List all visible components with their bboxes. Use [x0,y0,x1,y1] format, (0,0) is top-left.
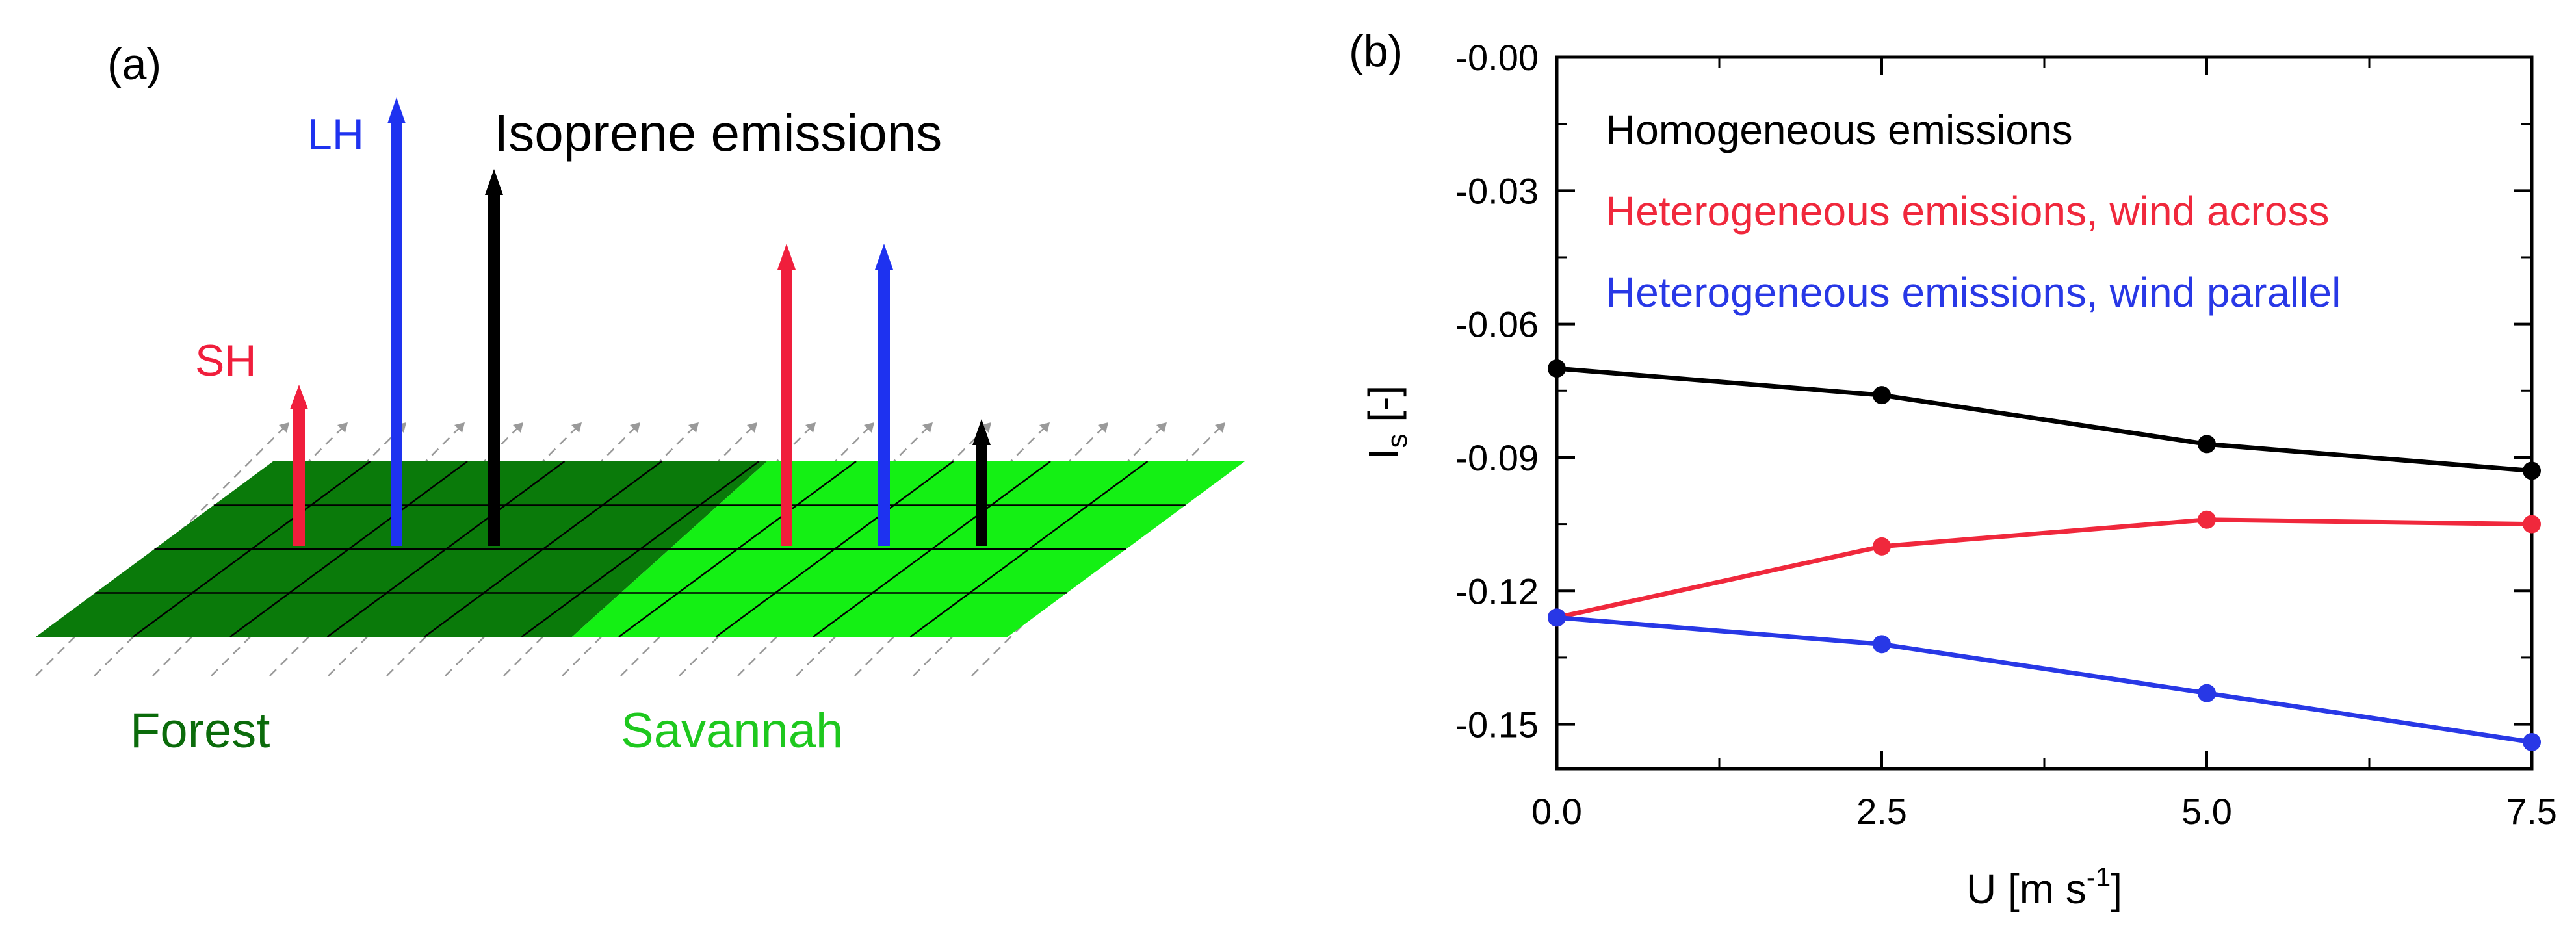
series-3-point [1548,608,1566,627]
y-axis-label: Is [-] [1360,385,1413,459]
legend: Homogeneous emissions Heterogeneous emiss… [1606,107,2341,316]
legend-entry-2: Heterogeneous emissions, wind across [1606,188,2329,235]
x-tick-label: 0.0 [1531,791,1582,832]
x-tick-label: 7.5 [2506,791,2557,832]
x-axis-ticks: 0.0 2.5 5.0 7.5 [1531,57,2557,832]
wind-arrowhead [571,422,582,433]
wind-arrowhead [337,422,348,433]
wind-arrowhead [922,422,933,433]
y-axis-label-sub: s [1381,433,1413,448]
wind-arrowhead [513,422,523,433]
savannah-label: Savannah [621,703,843,758]
series-layer [1557,366,2532,745]
wind-arrowhead [805,422,816,433]
y-tick-label: -0.00 [1455,37,1539,78]
y-axis-ticks: -0.00 -0.03 -0.06 -0.09 -0.12 -0.15 [1455,37,2532,745]
series-3-point [2523,732,2541,751]
wind-arrowhead [1156,422,1167,433]
lh-label: LH [307,110,364,159]
plot-frame [1555,55,2534,771]
y-tick-label: -0.06 [1455,304,1539,345]
isoprene-label: Isoprene emissions [494,104,942,162]
sh-savannah-arrow [777,244,796,546]
y-tick-label: -0.09 [1455,437,1539,478]
isoprene-forest-arrow [485,169,503,546]
wind-arrowhead [864,422,874,433]
lh-forest-arrow [387,97,406,546]
series-2-point [1873,537,1891,556]
wind-arrowhead [279,422,289,433]
series-line-2 [1557,517,2532,620]
series-2-point [2523,515,2541,534]
panel-b-label: (b) [1349,27,1403,76]
x-axis-label-main: U [m s [1966,866,2087,912]
wind-arrowhead [630,422,640,433]
series-line-1 [1557,366,2532,473]
sh-forest-arrow [290,385,308,546]
series-1-point [2523,461,2541,480]
y-tick-label: -0.12 [1455,571,1539,611]
points-layer [1548,359,2541,751]
lh-savannah-arrow [875,244,893,546]
series-2-point [2198,510,2216,529]
x-axis-label-end: ] [2111,866,2122,912]
x-axis-label: U [m s-1] [1966,862,2122,912]
wind-arrowhead [747,422,757,433]
y-axis-label-rest: [-] [1360,385,1407,434]
legend-entry-3: Heterogeneous emissions, wind parallel [1606,269,2341,316]
wind-arrowhead [688,422,699,433]
series-line-3 [1557,615,2532,745]
series-1-point [2198,435,2216,454]
x-tick-label: 5.0 [2181,791,2232,832]
x-tick-label: 2.5 [1856,791,1907,832]
panel-b-chart: (b) -0.00 -0.03 -0.06 -0.09 -0.12 -0.15 0.0 2.… [1349,27,2557,912]
legend-entry-1: Homogeneous emissions [1606,107,2073,153]
wind-arrowhead [1039,422,1050,433]
series-3-point [2198,684,2216,702]
wind-arrowhead [1215,422,1225,433]
series-1-point [1548,359,1566,378]
panel-a-schematic: (a) SH LH [35,40,1245,758]
ground-grid [95,460,1186,638]
series-3-point [1873,635,1891,654]
wind-arrowhead [454,422,465,433]
forest-label: Forest [130,703,270,758]
y-tick-label: -0.15 [1455,704,1539,745]
y-axis-label-main: I [1360,448,1407,459]
sh-label: SH [195,336,256,385]
panel-a-label: (a) [107,40,161,89]
x-axis-label-sup: -1 [2087,862,2111,892]
wind-arrowhead [1098,422,1108,433]
isoprene-savannah-arrow [972,419,991,546]
y-tick-label: -0.03 [1455,170,1539,211]
series-1-point [1873,386,1891,405]
